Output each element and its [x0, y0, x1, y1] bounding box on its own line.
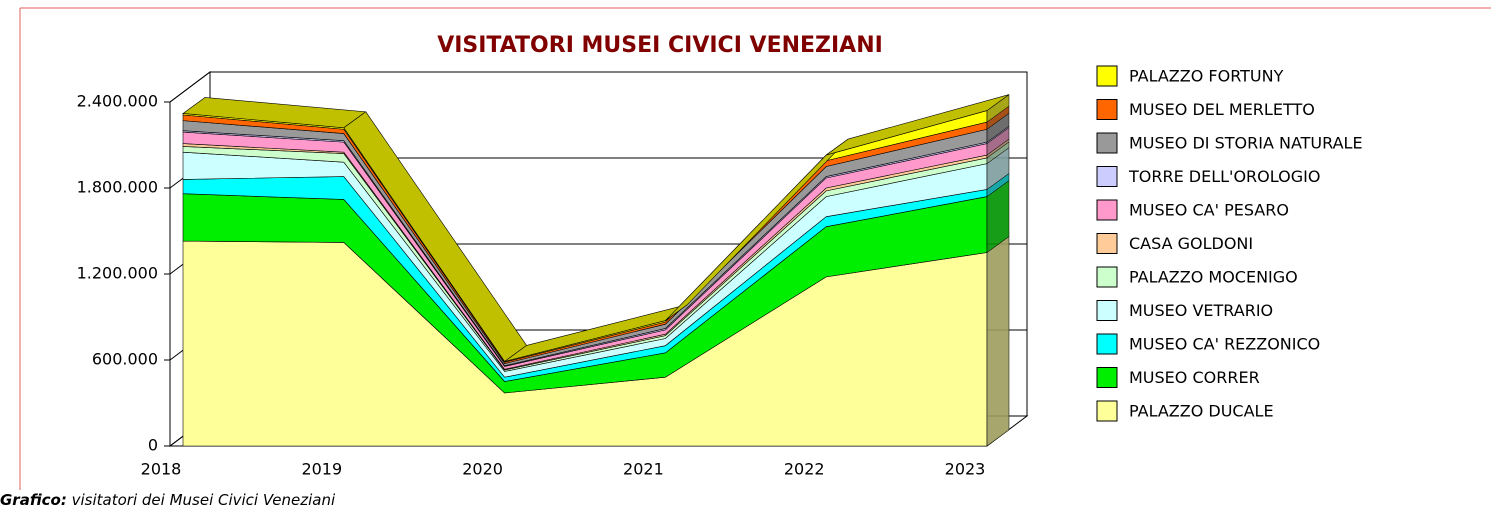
legend-swatch — [1096, 233, 1118, 254]
legend-label: MUSEO DEL MERLETTO — [1129, 100, 1315, 119]
legend-swatch — [1096, 367, 1118, 388]
y-tick-label: 2.400.000 — [77, 92, 158, 111]
x-tick-label: 2020 — [462, 460, 503, 479]
y-tick-label: 1.800.000 — [77, 178, 158, 197]
legend-label: MUSEO CA' PESARO — [1129, 201, 1289, 220]
x-tick-label: 2022 — [784, 460, 825, 479]
legend-swatch — [1096, 132, 1118, 154]
legend-label: TORRE DELL'OROLOGIO — [1128, 167, 1320, 186]
x-tick-label: 2019 — [301, 460, 342, 479]
end-shade — [987, 94, 1009, 446]
footer-label: Grafico: — [0, 491, 67, 509]
legend-label: PALAZZO MOCENIGO — [1129, 268, 1298, 287]
legend-swatch — [1096, 333, 1118, 355]
legend-label: MUSEO CORRER — [1129, 368, 1260, 387]
legend-label: MUSEO CA' REZZONICO — [1129, 335, 1320, 354]
y-tick-label: 1.200.000 — [77, 264, 158, 283]
legend-swatch — [1096, 300, 1118, 321]
grid-line — [169, 71, 1027, 103]
chart-title: VISITATORI MUSEI CIVICI VENEZIANI — [437, 33, 883, 58]
top-surface — [826, 94, 1010, 156]
legend-swatch — [1096, 400, 1118, 422]
x-tick-label: 2021 — [623, 460, 664, 479]
y-tick-label: 0 — [148, 436, 158, 455]
legend-swatch — [1096, 99, 1118, 120]
legend-label: MUSEO DI STORIA NATURALE — [1129, 134, 1363, 153]
legend-label: PALAZZO DUCALE — [1129, 402, 1274, 421]
x-tick-label: 2023 — [945, 460, 986, 479]
legend-swatch — [1096, 166, 1118, 187]
x-tick-label: 2018 — [141, 460, 182, 479]
footer: Grafico: visitatori dei Musei Civici Ven… — [0, 491, 336, 509]
legend-swatch — [1096, 199, 1118, 221]
legend-label: PALAZZO FORTUNY — [1129, 67, 1284, 86]
legend-label: MUSEO VETRARIO — [1129, 301, 1273, 320]
y-tick-label: 600.000 — [92, 350, 158, 369]
footer-text: visitatori dei Musei Civici Veneziani — [72, 491, 336, 509]
legend-swatch — [1096, 65, 1118, 87]
legend-swatch — [1096, 266, 1118, 288]
legend-label: CASA GOLDONI — [1129, 234, 1253, 253]
